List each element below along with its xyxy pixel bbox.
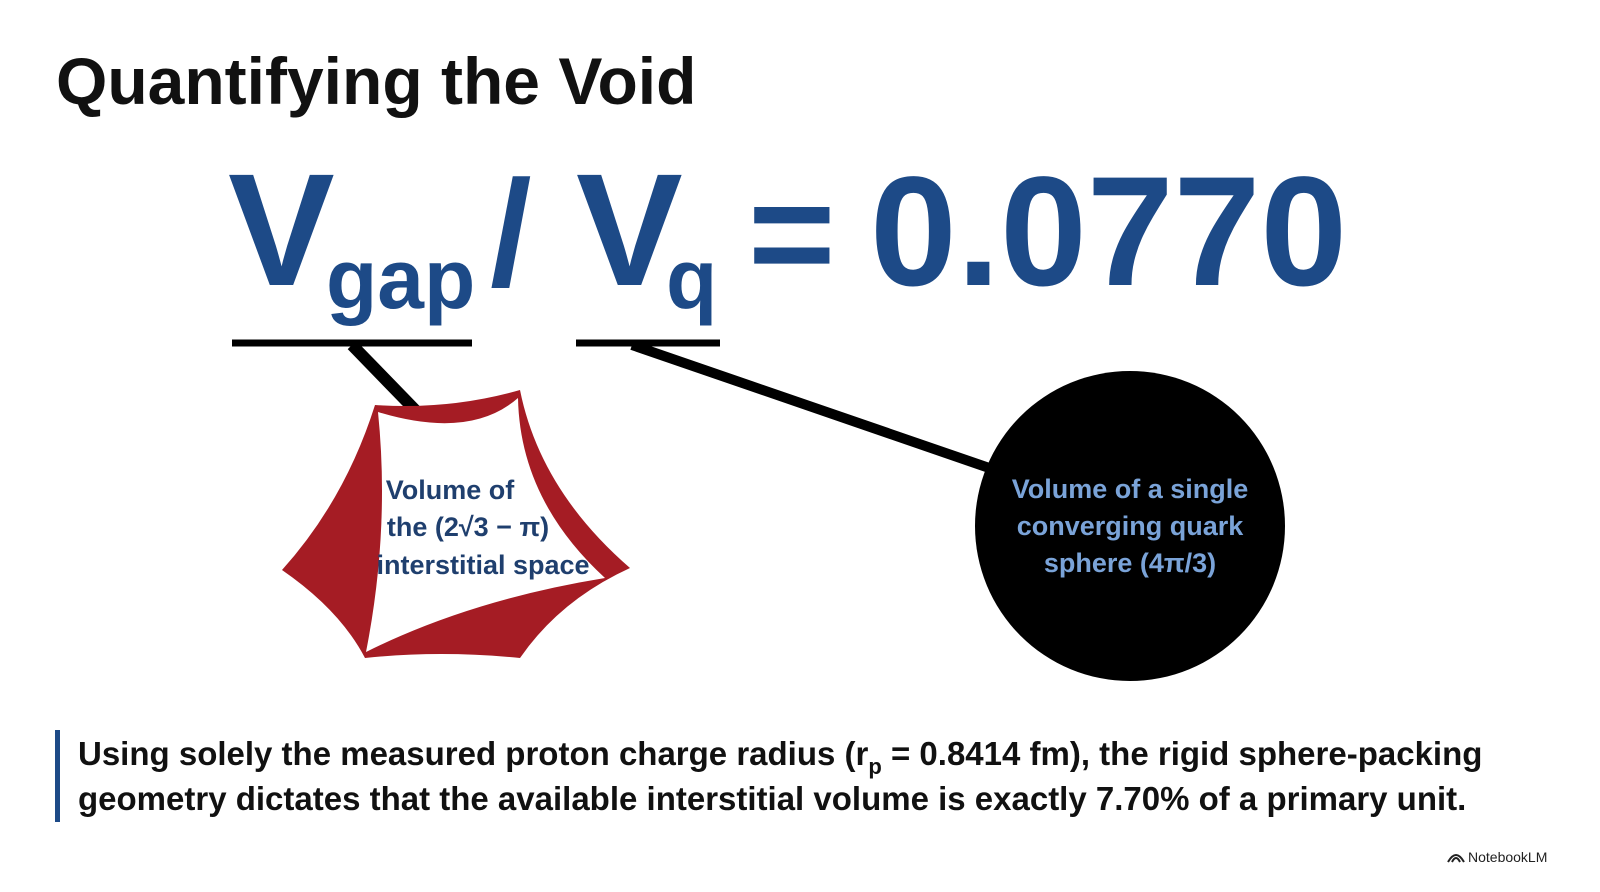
equation-divider: /: [490, 149, 532, 317]
callout-text: Volume of a single: [1012, 474, 1249, 504]
interstitial-gap: [366, 398, 605, 652]
equation-equals: =: [748, 149, 836, 317]
callout-text: Volume of: [386, 475, 516, 505]
quark-sphere: [975, 371, 1285, 681]
footer-text: = 0.8414 fm), the rigid sphere-packing: [882, 735, 1483, 772]
footer-subscript: p: [868, 754, 881, 779]
footer-line: Using solely the measured proton charge …: [78, 735, 1482, 779]
connector: [347, 340, 425, 420]
equation-symbol: V: [576, 140, 683, 319]
watermark: NotebookLM: [1468, 849, 1547, 865]
equation-result: 0.0770: [870, 145, 1347, 319]
equation-symbol: V: [228, 140, 335, 319]
equation-subscript: q: [666, 232, 717, 326]
callout-text: interstitial space: [376, 550, 589, 580]
footer-text: Using solely the measured proton charge …: [78, 735, 869, 772]
callout-text: converging quark: [1017, 511, 1245, 541]
slide-title: Quantifying the Void: [56, 44, 696, 118]
accent-bar: [55, 730, 60, 822]
connector: [630, 340, 997, 475]
watermark-icon: [1447, 854, 1465, 863]
callout-text: the (2√3 − π): [387, 512, 549, 542]
equation-subscript: gap: [326, 232, 475, 326]
callout-text: sphere (4π/3): [1044, 548, 1216, 578]
footer-line: geometry dictates that the available int…: [78, 780, 1466, 817]
